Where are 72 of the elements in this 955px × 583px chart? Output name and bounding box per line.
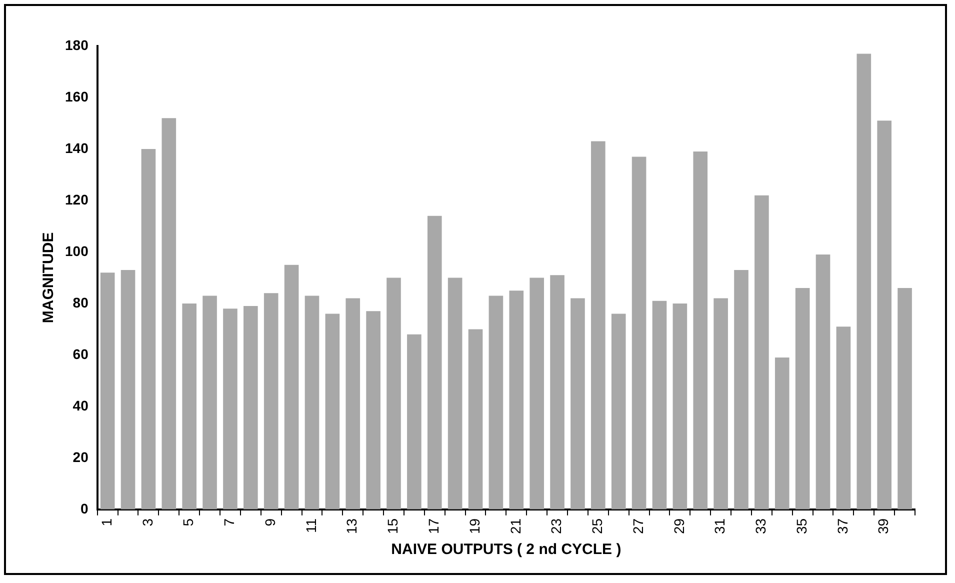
y-tick-label: 100	[65, 242, 89, 259]
x-tick-label: 29	[670, 518, 687, 534]
x-axis-title: NAIVE OUTPUTS ( 2 nd CYCLE )	[391, 541, 622, 558]
bar	[836, 326, 851, 510]
y-tick-label: 60	[72, 346, 89, 362]
bar	[223, 308, 238, 510]
x-tick-label: 5	[180, 518, 196, 526]
bar	[877, 120, 892, 510]
x-tick-label: 3	[139, 518, 156, 526]
bar	[530, 278, 544, 510]
bar	[693, 152, 708, 510]
x-tick-label: 33	[752, 518, 769, 534]
bar	[795, 288, 810, 510]
bar	[346, 298, 360, 510]
bar	[386, 278, 401, 510]
x-tick-label: 11	[302, 518, 319, 533]
y-tick-label: 140	[65, 140, 89, 156]
bar	[632, 156, 646, 510]
bar	[427, 216, 442, 510]
bar	[141, 148, 156, 510]
bar	[100, 272, 115, 510]
bar	[366, 311, 380, 510]
bar	[734, 270, 748, 510]
bar	[509, 290, 524, 510]
bar	[264, 293, 278, 510]
y-tick-label: 40	[72, 397, 89, 414]
bar	[202, 296, 217, 510]
y-tick-label: 160	[65, 88, 89, 104]
bar	[162, 118, 176, 510]
x-tick-label: 27	[630, 518, 646, 534]
x-tick-label: 1	[98, 518, 114, 526]
x-tick-label: 15	[384, 518, 401, 534]
x-tick-label: 9	[262, 518, 278, 526]
bar	[244, 306, 258, 510]
x-tick-label: 17	[425, 518, 442, 534]
y-tick-label: 180	[65, 36, 89, 53]
x-tick-label: 25	[589, 518, 606, 534]
bar	[652, 300, 667, 510]
bar	[182, 303, 196, 510]
x-tick-label: 21	[507, 518, 524, 534]
bar	[407, 334, 422, 510]
bar	[120, 270, 136, 510]
y-axis-title: MAGNITUDE	[40, 232, 58, 324]
x-tick-label: 39	[875, 518, 892, 534]
x-tick-label: 13	[344, 518, 360, 534]
bar	[816, 254, 830, 510]
x-tick-label: 37	[834, 518, 850, 534]
x-tick-label: 35	[793, 518, 810, 534]
bar	[488, 296, 504, 510]
y-tick-label: 120	[65, 191, 89, 208]
y-tick-label: 80	[72, 294, 89, 310]
bar	[448, 278, 462, 510]
bar	[754, 195, 769, 510]
bar	[325, 314, 340, 510]
bar	[591, 141, 606, 510]
bar	[304, 296, 320, 510]
x-tick-label: 23	[548, 518, 564, 534]
bar	[468, 329, 483, 510]
bar	[570, 298, 585, 510]
y-tick-label: 0	[80, 500, 89, 516]
bar	[672, 303, 688, 510]
x-tick-label: 31	[712, 518, 728, 534]
bar	[284, 264, 299, 510]
x-tick-label: 19	[466, 518, 482, 534]
bar	[856, 54, 872, 510]
x-tick-label: 7	[221, 518, 238, 526]
bar	[550, 275, 564, 510]
y-tick-label: 20	[72, 448, 89, 465]
bar	[714, 298, 728, 510]
bar	[611, 314, 626, 510]
bar	[774, 358, 790, 510]
bar	[898, 288, 912, 510]
